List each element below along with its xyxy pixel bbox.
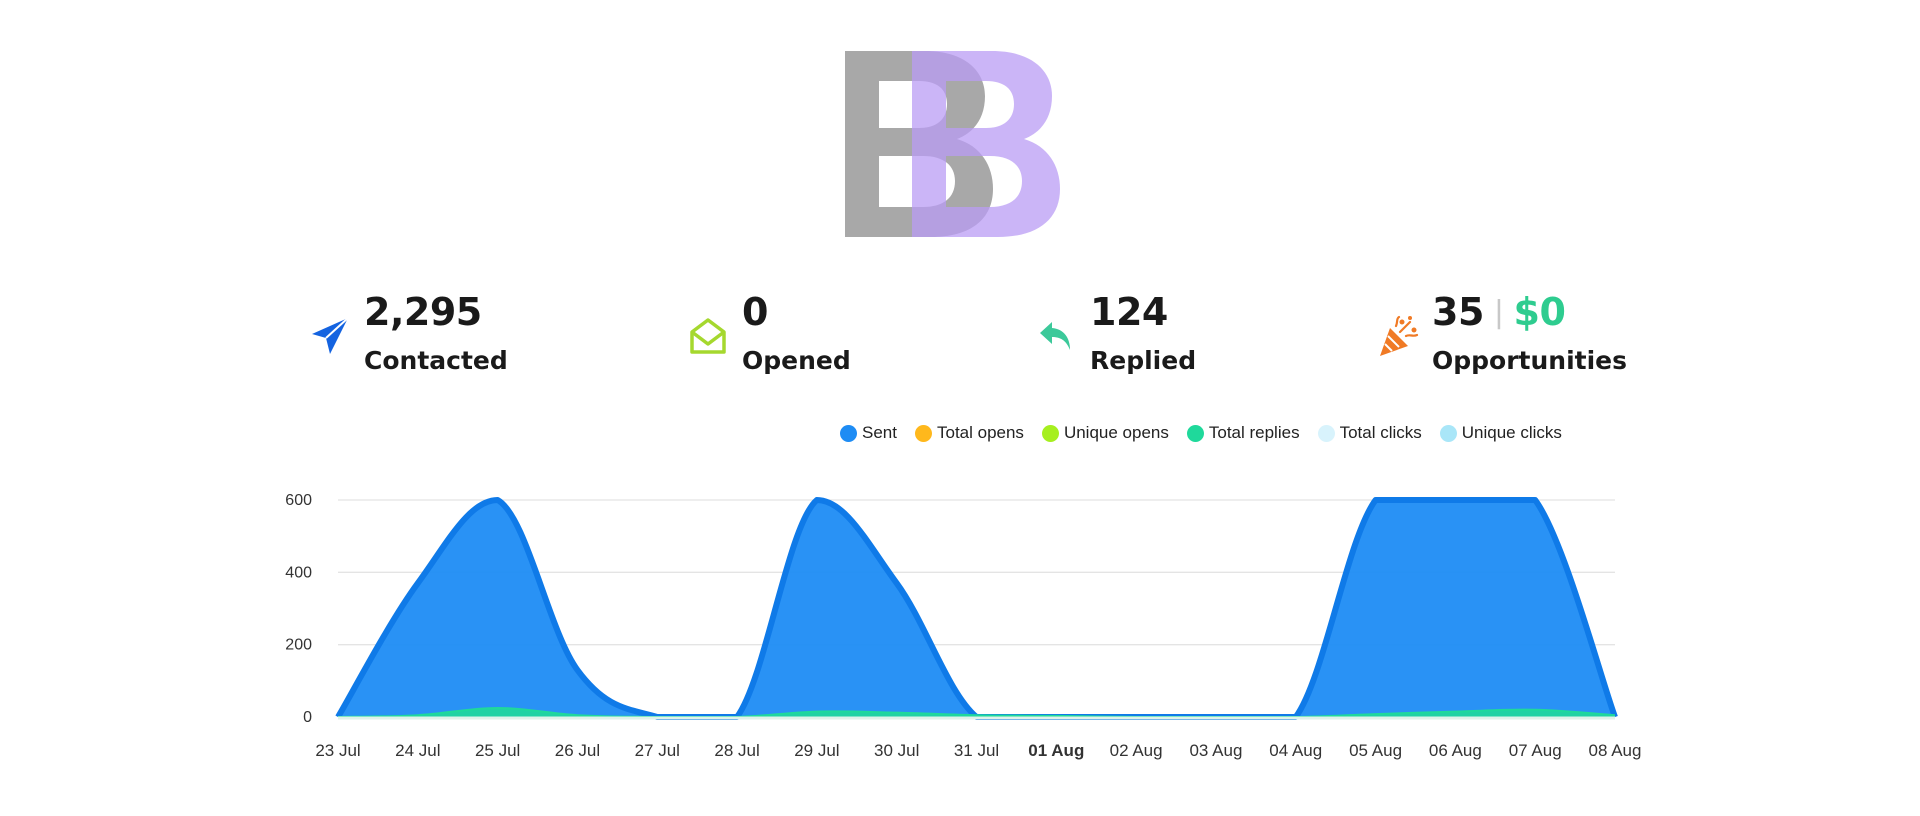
x-tick-label: 25 Jul <box>475 741 520 760</box>
legend-item[interactable]: Sent <box>840 423 897 443</box>
legend-item[interactable]: Total opens <box>914 423 1024 443</box>
logo-purple-b <box>912 51 1060 237</box>
legend-label: Total replies <box>1208 423 1300 442</box>
stat-value: 124 <box>1090 290 1168 334</box>
legend-swatch <box>1186 424 1204 442</box>
divider: | <box>1493 295 1504 330</box>
line-sent <box>335 497 1618 720</box>
legend-label: Sent <box>862 423 897 442</box>
y-tick-label: 200 <box>285 637 312 654</box>
legend-item[interactable]: Total replies <box>1186 423 1300 443</box>
paper-plane-icon <box>312 317 349 354</box>
stats-row: 2,295 Contacted 0 Opened 124 Replied 35 |… <box>0 290 1920 390</box>
opportunities-value: $0 <box>1513 290 1566 334</box>
legend-label: Unique clicks <box>1461 423 1562 442</box>
bb-logo <box>845 51 1060 237</box>
x-tick-label: 30 Jul <box>874 741 919 760</box>
x-tick-label: 07 Aug <box>1509 741 1562 760</box>
legend-swatch <box>914 424 932 442</box>
stat-label: Opportunities <box>1432 346 1628 375</box>
x-tick-label: 23 Jul <box>315 741 360 760</box>
legend-swatch <box>1041 424 1059 442</box>
legend-swatch <box>1317 424 1335 442</box>
stat-label: Replied <box>1090 346 1197 375</box>
x-tick-label: 02 Aug <box>1110 741 1163 760</box>
x-tick-label: 08 Aug <box>1589 741 1642 760</box>
open-envelope-icon <box>690 318 726 354</box>
activity-area-chart: 0 200 400 600 23 Jul 24 Jul 25 Jul 26 Jul 27 Jul… <box>285 492 1642 760</box>
y-tick-label: 400 <box>285 564 312 581</box>
stat-label: Contacted <box>364 346 508 375</box>
legend-swatch <box>1439 424 1457 442</box>
opportunities-count: 35 <box>1432 290 1484 334</box>
chart-legend: Sent Total opens Unique opens Total replies… <box>840 420 1580 446</box>
x-tick-label: 28 Jul <box>714 741 759 760</box>
y-tick-label: 600 <box>285 492 312 509</box>
x-tick-label: 26 Jul <box>555 741 600 760</box>
legend-item[interactable]: Unique opens <box>1041 423 1169 443</box>
x-tick-label: 01 Aug <box>1028 741 1084 760</box>
stat-label: Opened <box>742 346 851 375</box>
x-tick-label: 03 Aug <box>1189 741 1242 760</box>
legend-item[interactable]: Unique clicks <box>1439 423 1562 443</box>
area-sent <box>338 500 1615 717</box>
stat-value: 35 | $0 <box>1432 290 1566 334</box>
legend-swatch <box>840 424 857 442</box>
line-total-replies <box>337 706 1616 718</box>
stat-value: 2,295 <box>364 290 482 334</box>
legend-label: Total opens <box>936 423 1024 442</box>
legend-label: Total clicks <box>1339 423 1422 442</box>
x-tick-label: 31 Jul <box>954 741 999 760</box>
x-tick-label: 24 Jul <box>395 741 440 760</box>
legend-item[interactable]: Total clicks <box>1317 423 1422 443</box>
x-tick-label: 29 Jul <box>794 741 839 760</box>
legend-label: Unique opens <box>1063 423 1169 442</box>
reply-arrow-icon <box>1040 322 1070 350</box>
y-tick-label: 0 <box>303 709 312 726</box>
x-tick-label: 06 Aug <box>1429 741 1482 760</box>
x-tick-label: 04 Aug <box>1269 741 1322 760</box>
stat-value: 0 <box>742 290 768 334</box>
x-tick-label: 27 Jul <box>635 741 680 760</box>
party-popper-icon <box>1380 315 1419 356</box>
x-tick-label: 05 Aug <box>1349 741 1402 760</box>
